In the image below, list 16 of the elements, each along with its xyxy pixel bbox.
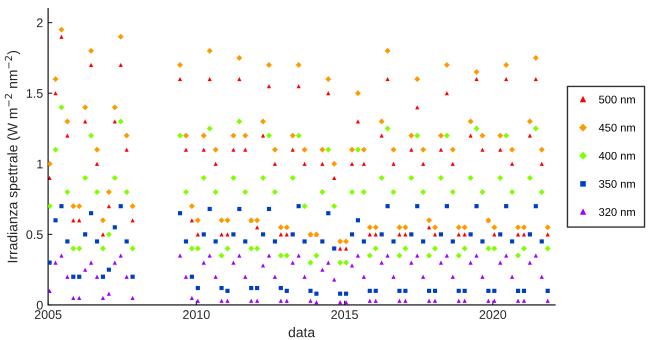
- y-tick-label: 0.5: [26, 230, 43, 240]
- y-tick-label: 1.5: [26, 89, 43, 98]
- y-tick-label: 0: [36, 300, 43, 310]
- legend-label: 400 nm: [598, 152, 635, 160]
- x-tick-label: 2005: [34, 310, 62, 320]
- x-tick-label: 2015: [331, 310, 358, 320]
- legend-label: 500 nm: [599, 96, 635, 104]
- x-axis-title: data: [288, 327, 316, 338]
- legend-label: 320 nm: [598, 208, 635, 216]
- x-tick-label: 2010: [183, 310, 210, 320]
- x-tick-label: 2020: [480, 310, 506, 320]
- y-axis-title: Irradianza spettrale (W m$^{−2}$ nm$^{−2}$): [4, 50, 20, 262]
- legend-label: 450 nm: [598, 124, 635, 132]
- y-tick-label: 1: [37, 160, 43, 168]
- y-tick-label: 2: [36, 18, 43, 28]
- legend-label: 350 nm: [598, 180, 635, 188]
